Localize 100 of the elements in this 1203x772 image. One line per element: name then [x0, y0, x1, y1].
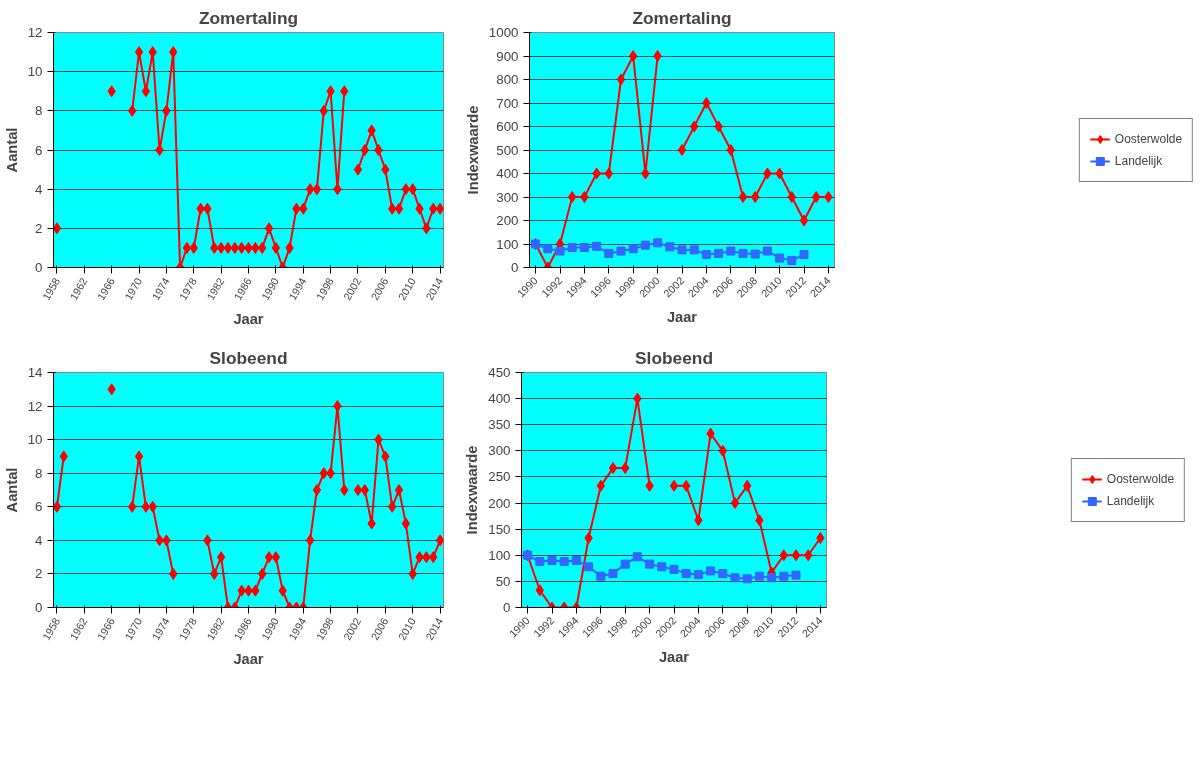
legend-label: Landelijk — [1114, 153, 1163, 168]
y-tick-label: 0 — [35, 600, 43, 615]
point — [726, 144, 735, 156]
point — [271, 551, 281, 564]
y-tick-label: 2 — [35, 566, 43, 582]
point — [571, 556, 581, 565]
point — [543, 244, 553, 254]
point — [616, 73, 626, 86]
y-axis-title: Indexwaarde — [464, 105, 481, 195]
point — [596, 571, 606, 581]
point — [824, 191, 833, 203]
point — [751, 191, 760, 203]
point — [394, 202, 404, 215]
y-tick-label: 4 — [35, 532, 44, 548]
y-tick-label: 12 — [27, 398, 43, 414]
x-axis-title: Jaar — [666, 308, 698, 325]
y-axis-title: Aantal — [3, 467, 20, 513]
point — [584, 562, 594, 572]
point — [264, 551, 274, 564]
point — [681, 569, 691, 579]
point — [394, 484, 404, 496]
point — [645, 559, 655, 569]
y-tick-label: 800 — [496, 72, 519, 87]
point — [216, 551, 226, 564]
y-tick-label: 350 — [488, 417, 511, 433]
point — [665, 242, 675, 252]
point — [223, 241, 233, 254]
y-tick-label: 200 — [496, 213, 519, 228]
point — [271, 241, 281, 254]
point — [360, 484, 369, 496]
point — [608, 462, 618, 475]
y-tick-label: 500 — [496, 142, 519, 158]
point — [701, 250, 711, 260]
point — [629, 50, 638, 62]
point — [264, 222, 274, 235]
point — [779, 571, 789, 581]
point — [767, 573, 777, 583]
point — [775, 253, 785, 263]
point — [791, 549, 801, 562]
point — [799, 214, 809, 227]
point — [353, 484, 363, 496]
point — [567, 243, 577, 253]
point — [706, 566, 716, 576]
y-tick-label: 300 — [496, 189, 519, 205]
point — [657, 562, 667, 572]
y-tick-label: 10 — [27, 432, 43, 448]
point — [360, 144, 369, 156]
y-tick-label: 250 — [488, 469, 511, 485]
point — [374, 144, 383, 156]
y-tick-label: 450 — [488, 365, 511, 380]
point — [353, 163, 363, 176]
point — [632, 552, 642, 562]
y-tick-label: 8 — [35, 103, 43, 119]
y-tick-label: 0 — [35, 260, 43, 275]
point — [568, 191, 577, 203]
x-axis-title: Jaar — [233, 651, 264, 668]
point — [616, 246, 626, 256]
point — [799, 250, 809, 260]
y-tick-label: 8 — [35, 465, 43, 481]
x-axis-title: Jaar — [658, 648, 690, 665]
y-axis-title: Indexwaarde — [464, 445, 481, 535]
legend-label: Landelijk — [1106, 493, 1155, 508]
point — [726, 246, 736, 256]
point — [620, 559, 630, 569]
point — [580, 191, 589, 203]
point — [714, 248, 724, 258]
point — [141, 500, 151, 513]
y-axis-title: Aantal — [3, 127, 20, 173]
chart-title: Slobeend — [209, 347, 288, 368]
point — [812, 191, 821, 203]
y-tick-label: 6 — [35, 499, 43, 515]
legend-label: Oosterwolde — [1106, 471, 1175, 486]
point — [750, 249, 760, 259]
point — [730, 573, 740, 583]
point — [305, 183, 315, 196]
y-tick-label: 4 — [35, 181, 44, 197]
point — [305, 534, 315, 547]
point — [155, 144, 164, 156]
point — [669, 564, 679, 574]
point — [653, 50, 662, 62]
y-tick-label: 300 — [488, 443, 511, 459]
point — [702, 97, 711, 109]
point — [216, 241, 226, 254]
point — [312, 183, 322, 196]
legend-label: Oosterwolde — [1114, 131, 1183, 146]
point — [312, 484, 322, 496]
y-tick-label: 2 — [35, 220, 43, 236]
y-tick-label: 0 — [503, 600, 511, 615]
y-tick-label: 150 — [488, 521, 511, 537]
x-axis-title: Jaar — [233, 311, 264, 328]
point — [787, 191, 796, 203]
point — [669, 479, 679, 492]
y-tick-label: 400 — [496, 166, 519, 181]
y-tick-label: 100 — [488, 547, 511, 563]
point — [604, 248, 614, 258]
point — [653, 238, 663, 248]
point — [718, 569, 728, 579]
point — [547, 556, 557, 565]
y-tick-label: 50 — [495, 573, 511, 589]
chart-title: Zomertaling — [632, 7, 732, 28]
